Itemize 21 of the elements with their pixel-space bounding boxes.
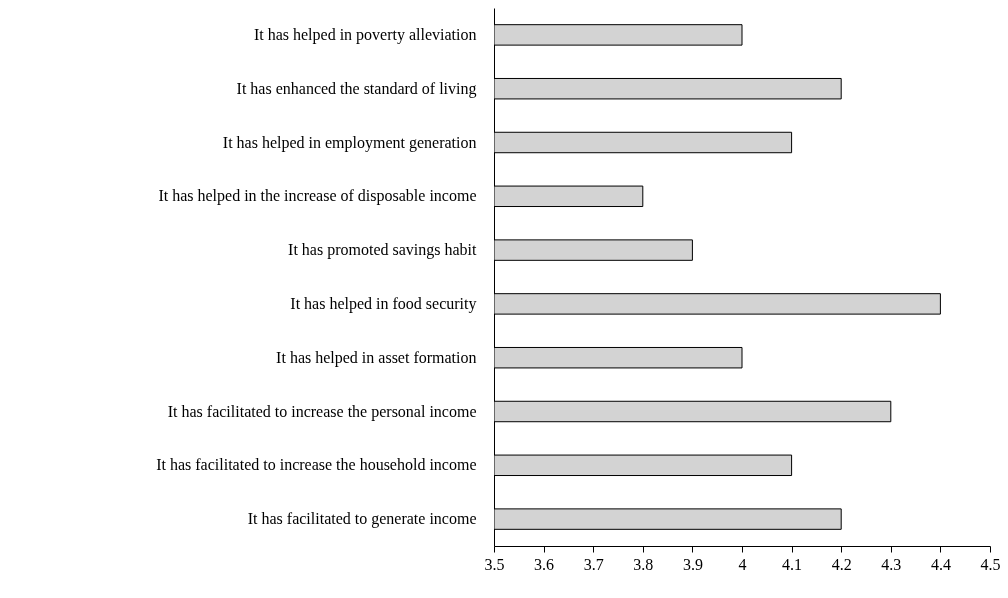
x-tick-label: 3.5 — [484, 555, 505, 573]
y-tick-label: It has facilitated to generate income — [247, 510, 477, 529]
y-tick-label: It has helped in food security — [290, 294, 477, 313]
y-tick-label: It has helped in employment generation — [222, 133, 477, 152]
x-tick-label: 4 — [738, 555, 747, 573]
x-tick-label: 4.1 — [782, 555, 803, 573]
x-tick-label: 4.4 — [930, 555, 951, 573]
x-tick-label: 4.3 — [881, 555, 902, 573]
x-tick-label: 3.6 — [534, 555, 555, 573]
y-tick-label: It has helped in the increase of disposable income — [158, 187, 477, 206]
x-tick-label: 3.8 — [633, 555, 654, 573]
y-tick-label: It has facilitated to increase the household income — [156, 456, 477, 474]
x-tick-label: 3.9 — [682, 555, 703, 573]
y-tick-label: It has promoted savings habit — [288, 241, 478, 260]
x-tick-label: 4.2 — [831, 555, 852, 573]
y-tick-label: It has enhanced the standard of living — [236, 79, 477, 98]
y-tick-label: It has helped in asset formation — [276, 348, 477, 367]
x-tick-label: 3.7 — [583, 555, 604, 573]
y-tick-label: It has helped in poverty alleviation — [253, 25, 477, 44]
y-tick-label: It has facilitated to increase the personal income — [167, 402, 477, 421]
x-tick-label: 4.5 — [980, 555, 1001, 573]
